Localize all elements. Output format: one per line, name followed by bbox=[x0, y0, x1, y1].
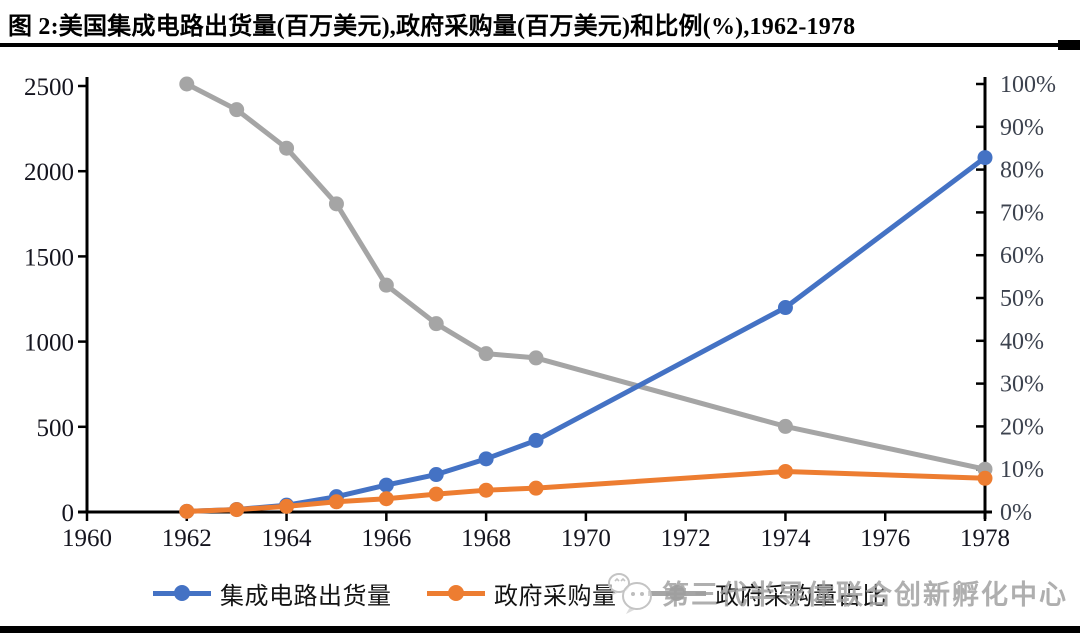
legend-item-shipments: 集成电路出货量 bbox=[153, 578, 392, 610]
svg-text:50%: 50% bbox=[1000, 286, 1044, 312]
svg-text:500: 500 bbox=[37, 415, 75, 442]
svg-text:90%: 90% bbox=[1000, 115, 1044, 141]
svg-text:10%: 10% bbox=[1000, 457, 1044, 483]
legend-label-procurement: 政府采购量 bbox=[494, 583, 617, 610]
svg-text:20%: 20% bbox=[1000, 414, 1044, 440]
svg-text:1500: 1500 bbox=[24, 244, 74, 271]
watermark: 第三代半导体联合创新孵化中心 bbox=[604, 568, 1068, 616]
svg-text:2500: 2500 bbox=[24, 74, 74, 101]
svg-text:1978: 1978 bbox=[960, 525, 1010, 552]
chat-bubbles-logo-icon bbox=[608, 573, 652, 614]
svg-text:40%: 40% bbox=[1000, 329, 1044, 355]
title-underline bbox=[0, 43, 1080, 47]
chart-title: 图 2:美国集成电路出货量(百万美元),政府采购量(百万美元)和比例(%),19… bbox=[8, 14, 856, 40]
svg-text:1966: 1966 bbox=[361, 525, 411, 552]
svg-text:30%: 30% bbox=[1000, 372, 1044, 398]
bottom-rule bbox=[0, 626, 1080, 633]
watermark-text: 第三代半导体联合创新孵化中心 bbox=[662, 579, 1068, 610]
svg-text:80%: 80% bbox=[1000, 158, 1044, 184]
svg-text:1000: 1000 bbox=[24, 330, 74, 357]
svg-text:2000: 2000 bbox=[24, 159, 74, 186]
svg-text:1968: 1968 bbox=[461, 525, 511, 552]
svg-text:100%: 100% bbox=[1000, 72, 1056, 98]
svg-text:1962: 1962 bbox=[162, 525, 212, 552]
title-underline-end-block bbox=[1058, 40, 1080, 50]
legend-line-marker-blue bbox=[153, 585, 211, 601]
legend-line-marker-orange bbox=[427, 585, 485, 601]
svg-text:0: 0 bbox=[62, 500, 75, 527]
svg-text:1972: 1972 bbox=[661, 525, 711, 552]
svg-text:1976: 1976 bbox=[860, 525, 910, 552]
svg-text:0%: 0% bbox=[1000, 500, 1032, 526]
legend-label-shipments: 集成电路出货量 bbox=[220, 583, 392, 610]
svg-text:1964: 1964 bbox=[262, 525, 313, 552]
svg-text:60%: 60% bbox=[1000, 243, 1044, 269]
svg-text:1960: 1960 bbox=[62, 525, 112, 552]
svg-text:1974: 1974 bbox=[760, 525, 811, 552]
svg-text:1970: 1970 bbox=[561, 525, 611, 552]
svg-text:70%: 70% bbox=[1000, 200, 1044, 226]
legend-item-procurement: 政府采购量 bbox=[427, 578, 617, 610]
line-chart: 1960 1962 1964 1966 1968 1970 1972 1974 1976 1978… bbox=[24, 72, 1056, 552]
